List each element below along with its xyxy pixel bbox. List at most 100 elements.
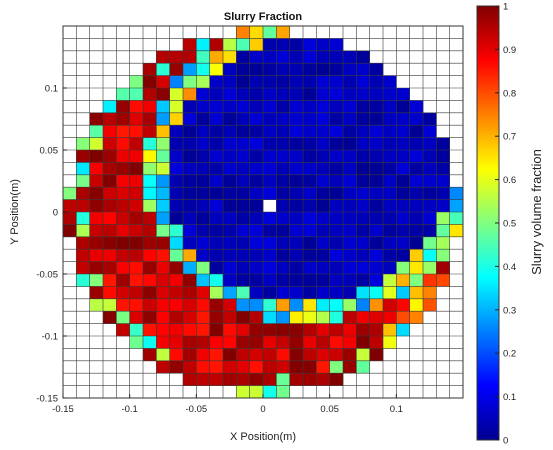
heatmap-cell xyxy=(143,100,157,114)
heatmap-cell xyxy=(303,112,317,126)
heatmap-cell xyxy=(236,150,250,163)
heatmap-cell xyxy=(449,212,464,225)
heatmap-cell xyxy=(303,125,317,138)
heatmap-cell xyxy=(209,212,224,225)
heatmap-cell xyxy=(103,150,117,163)
heatmap-cell xyxy=(396,150,410,163)
y-axis-ticks: 0.1 0.05 0 -0.05 -0.1 -0.15 xyxy=(36,84,67,405)
heatmap-cell xyxy=(169,199,184,213)
heatmap-cell xyxy=(263,360,277,374)
heatmap-cell xyxy=(276,224,290,238)
heatmap-cell xyxy=(383,311,397,324)
heatmap-cell xyxy=(156,75,170,89)
heatmap-cell xyxy=(303,187,317,200)
heatmap-cell xyxy=(89,150,104,163)
heatmap-cell xyxy=(236,50,250,64)
heatmap-cell xyxy=(316,162,330,176)
heatmap-cell xyxy=(383,125,397,138)
heatmap-cell xyxy=(383,212,397,225)
heatmap-cell xyxy=(303,224,317,238)
heatmap-cell xyxy=(183,286,197,300)
heatmap-cell xyxy=(209,199,224,213)
heatmap-cell xyxy=(289,236,304,250)
heatmap-cell xyxy=(329,323,344,337)
heatmap-cell xyxy=(129,286,144,300)
heatmap-cell xyxy=(436,236,450,250)
heatmap-cell xyxy=(89,286,104,300)
heatmap-cell xyxy=(303,88,317,101)
heatmap-cell xyxy=(183,261,197,275)
heatmap-cell xyxy=(143,274,157,287)
heatmap-cell xyxy=(316,261,330,275)
heatmap-cell xyxy=(156,348,170,362)
heatmap-cell xyxy=(356,88,370,101)
colorbar-tick-label: 0.2 xyxy=(503,349,516,360)
heatmap-cell xyxy=(436,174,450,188)
heatmap-cell xyxy=(436,212,450,225)
heatmap-cell xyxy=(369,286,384,300)
heatmap-cell xyxy=(263,162,277,176)
heatmap-cell xyxy=(316,100,330,114)
heatmap-cell xyxy=(209,274,224,287)
heatmap-cell xyxy=(183,336,197,349)
heatmap-cell xyxy=(183,162,197,176)
heatmap-cell xyxy=(356,63,370,76)
heatmap-cell xyxy=(209,100,224,114)
x-tick-label: 0 xyxy=(260,404,265,415)
heatmap-cell xyxy=(343,286,357,300)
colorbar-tick-label: 1 xyxy=(503,2,508,13)
heatmap-cell xyxy=(316,373,330,386)
heatmap-cell xyxy=(236,100,250,114)
heatmap-cell xyxy=(423,212,437,225)
heatmap-cell xyxy=(143,137,157,151)
heatmap-cell xyxy=(356,112,370,126)
heatmap-cell xyxy=(263,336,277,349)
heatmap-cell xyxy=(423,224,437,238)
heatmap-cell xyxy=(329,199,344,213)
heatmap-cell xyxy=(209,75,224,89)
heatmap-cell xyxy=(116,100,130,114)
heatmap-cell xyxy=(129,249,144,262)
heatmap-cell xyxy=(383,150,397,163)
heatmap-cell xyxy=(289,336,304,349)
heatmap-cell xyxy=(223,274,237,287)
heatmap-cell xyxy=(209,348,224,362)
heatmap-cell xyxy=(249,174,264,188)
heatmap-cell xyxy=(369,125,384,138)
heatmap-cell xyxy=(196,224,210,238)
heatmap-cell xyxy=(223,212,237,225)
heatmap-cell xyxy=(383,187,397,200)
heatmap-cell xyxy=(196,112,210,126)
heatmap-cell xyxy=(423,137,437,151)
heatmap-cell xyxy=(169,360,184,374)
heatmap-cell xyxy=(156,199,170,213)
heatmap-cell xyxy=(263,125,277,138)
heatmap-cell xyxy=(316,298,330,312)
x-axis-label: X Position(m) xyxy=(230,431,296,443)
heatmap-cell xyxy=(209,63,224,76)
heatmap-cell xyxy=(209,311,224,324)
heatmap-cell xyxy=(129,112,144,126)
heatmap-cell xyxy=(183,311,197,324)
heatmap-cell xyxy=(449,187,464,200)
heatmap-cell xyxy=(156,162,170,176)
heatmap-cell xyxy=(156,286,170,300)
heatmap-cell xyxy=(396,249,410,262)
heatmap-cell xyxy=(129,224,144,238)
heatmap-cell xyxy=(169,88,184,101)
heatmap-cell xyxy=(303,286,317,300)
heatmap-cell xyxy=(196,236,210,250)
heatmap-cell xyxy=(263,311,277,324)
heatmap-cell xyxy=(329,174,344,188)
heatmap-cell xyxy=(316,50,330,64)
heatmap-cell xyxy=(329,336,344,349)
heatmap-cell xyxy=(183,348,197,362)
heatmap-cell xyxy=(89,212,104,225)
heatmap-cell xyxy=(236,311,250,324)
heatmap-cell xyxy=(76,174,90,188)
heatmap-cell xyxy=(369,137,384,151)
heatmap-cell xyxy=(343,125,357,138)
heatmap-cell xyxy=(209,38,224,52)
heatmap-cell xyxy=(236,249,250,262)
heatmap-cell xyxy=(116,137,130,151)
